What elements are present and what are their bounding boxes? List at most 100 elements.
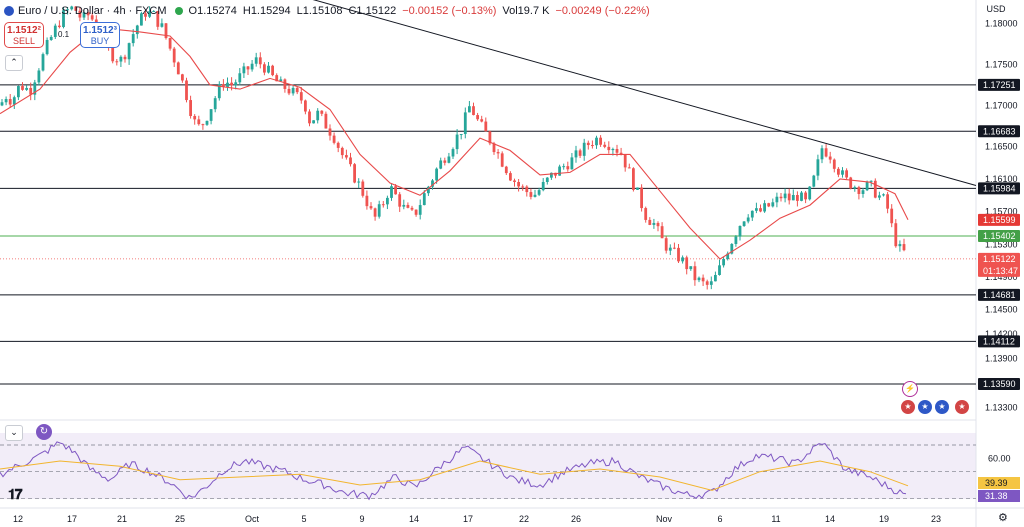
candle-body xyxy=(435,168,438,181)
candle-body xyxy=(205,120,209,125)
candle-body xyxy=(623,154,627,168)
settings-gear-icon[interactable]: ⚙ xyxy=(998,512,1008,524)
symbol-title[interactable]: Euro / U.S. Dollar · 4h · FXCM xyxy=(18,5,167,17)
sell-price: 1.1512² xyxy=(7,25,41,36)
candle-body xyxy=(189,100,192,117)
price-tick-label: 1.16100 xyxy=(985,174,1018,184)
candle-body xyxy=(451,149,455,157)
us-flag-event-icon[interactable]: ★ xyxy=(901,400,915,414)
ma-price-tag: 1.15599 xyxy=(983,215,1016,225)
currency-label[interactable]: USD xyxy=(986,4,1006,14)
candle-body xyxy=(242,66,246,74)
candle-body xyxy=(181,74,184,81)
candle-body xyxy=(299,92,303,101)
candle-body xyxy=(111,47,115,62)
time-tick-label: 11 xyxy=(771,514,780,524)
candle-body xyxy=(668,247,672,251)
candle-body xyxy=(386,197,389,205)
candle-body xyxy=(308,111,311,124)
candle-body xyxy=(902,244,906,251)
candle-body xyxy=(578,150,582,156)
candle-body xyxy=(886,194,889,209)
candle-body xyxy=(463,112,467,135)
candle-body xyxy=(759,208,762,212)
candle-body xyxy=(787,193,791,201)
candle-body xyxy=(894,223,898,247)
candle-body xyxy=(197,119,201,125)
candle-body xyxy=(709,281,713,285)
moving-average-line xyxy=(0,27,909,260)
candle-body xyxy=(185,80,188,101)
buy-button[interactable]: 1.1512³ BUY xyxy=(80,22,120,48)
candle-body xyxy=(160,23,164,27)
candle-body xyxy=(353,164,356,183)
rsi-band xyxy=(0,433,976,499)
level-price-tag-bg xyxy=(978,78,1020,91)
spread-value: 0.1 xyxy=(58,30,70,39)
last-price-tag-countdown: 01:13:47 xyxy=(983,266,1018,276)
candle-body xyxy=(468,106,471,113)
time-tick-label: 17 xyxy=(463,514,473,524)
candle-body xyxy=(882,194,885,196)
candle-body xyxy=(29,87,33,95)
candle-body xyxy=(570,157,574,170)
candle-body xyxy=(611,148,615,151)
level-price-tag-bg xyxy=(978,182,1020,195)
time-tick-label: 23 xyxy=(931,514,941,524)
candle-body xyxy=(718,265,721,275)
ohlc-change: −0.00152 (−0.13%) xyxy=(402,5,497,17)
candle-body xyxy=(340,147,344,156)
level-price-tag: 1.14681 xyxy=(983,290,1016,300)
ohlc-close: C1.15122 xyxy=(348,5,397,17)
level-price-tag-bg xyxy=(978,378,1020,391)
candle-body xyxy=(135,25,139,35)
candle-body xyxy=(459,134,463,136)
candle-body xyxy=(271,65,274,76)
candle-body xyxy=(734,236,738,245)
candle-body xyxy=(513,180,516,182)
candle-body xyxy=(673,247,676,249)
us-flag-event-icon-2[interactable]: ★ xyxy=(955,400,969,414)
ohlc-high: H1.15294 xyxy=(242,5,291,17)
candle-body xyxy=(574,150,578,158)
trendline[interactable] xyxy=(300,0,977,186)
candle-body xyxy=(291,87,295,94)
level-price-tag: 1.13590 xyxy=(983,379,1016,389)
candle-body xyxy=(422,193,426,206)
candle-body xyxy=(816,159,820,176)
candle-body xyxy=(86,12,90,16)
candle-body xyxy=(750,210,754,218)
candle-body xyxy=(78,10,82,18)
candle-body xyxy=(775,196,779,203)
candle-body xyxy=(640,187,643,209)
candle-body xyxy=(722,259,725,266)
candle-body xyxy=(418,205,422,215)
candle-body xyxy=(500,153,504,167)
candle-body xyxy=(193,116,197,120)
collapse-legend-button[interactable]: ⌃ xyxy=(5,55,23,71)
rsi-collapse-button[interactable]: ⌄ xyxy=(5,425,23,441)
candle-body xyxy=(70,6,74,10)
sell-button[interactable]: 1.1512² SELL xyxy=(4,22,44,48)
candle-body xyxy=(0,102,4,106)
level-price-tag: 1.15984 xyxy=(983,183,1016,193)
candle-body xyxy=(558,166,561,176)
candle-body xyxy=(164,23,168,39)
candle-body xyxy=(410,207,414,210)
candle-body xyxy=(545,177,549,182)
rsi-indicator-icon[interactable]: ↻ xyxy=(36,424,52,440)
candle-body xyxy=(599,137,602,145)
candle-body xyxy=(705,281,709,285)
candle-body xyxy=(636,187,639,190)
candle-body xyxy=(90,15,94,20)
candle-body xyxy=(812,175,816,187)
candle-body xyxy=(414,209,418,215)
candle-body xyxy=(381,204,385,206)
candle-body xyxy=(779,196,783,199)
flash-icon[interactable]: ⚡ xyxy=(902,381,918,397)
candle-body xyxy=(517,181,520,187)
eu-flag-event-icon-2[interactable]: ★ xyxy=(935,400,949,414)
candle-body xyxy=(472,106,475,116)
eu-flag-event-icon[interactable]: ★ xyxy=(918,400,932,414)
